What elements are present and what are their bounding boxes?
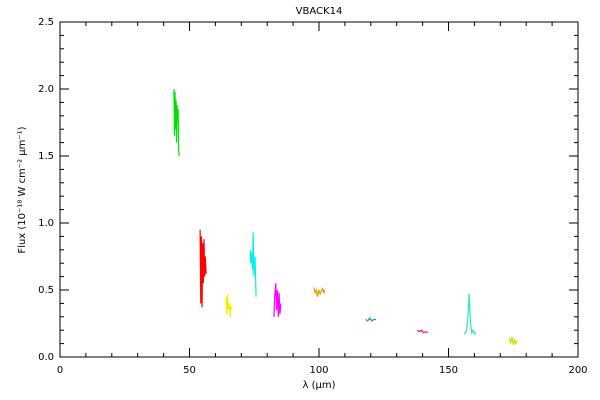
- spectrum-line: [417, 329, 429, 334]
- x-tick-label: 150: [439, 365, 458, 376]
- x-tick-label: 50: [183, 365, 196, 376]
- y-tick-label: 1.5: [38, 151, 54, 162]
- spectrum-line: [173, 88, 180, 157]
- spectrum-line: [225, 293, 233, 317]
- chart-title: VBACK14: [296, 6, 343, 17]
- plot-frame: [59, 21, 579, 358]
- y-tick-label: 1.0: [38, 218, 54, 229]
- x-axis-label: λ (μm): [302, 380, 335, 391]
- spectrum-line: [313, 287, 326, 297]
- spectrum-line: [199, 229, 207, 308]
- y-axis-label: Flux (10⁻¹⁸ W cm⁻² μm⁻¹): [17, 126, 28, 253]
- x-tick-label: 200: [568, 365, 587, 376]
- x-tick-label: 0: [57, 365, 63, 376]
- spectrum-line: [249, 232, 257, 297]
- x-tick-label: 100: [309, 365, 328, 376]
- y-tick-label: 0.0: [38, 352, 54, 363]
- y-tick-label: 2.5: [38, 17, 54, 28]
- spectrum-line: [463, 293, 477, 336]
- y-tick-label: 2.0: [38, 84, 54, 95]
- y-tick-label: 0.5: [38, 285, 54, 296]
- spectrum-line: [273, 283, 282, 317]
- spectrum-line: [365, 317, 376, 322]
- spectrum-line: [508, 336, 518, 346]
